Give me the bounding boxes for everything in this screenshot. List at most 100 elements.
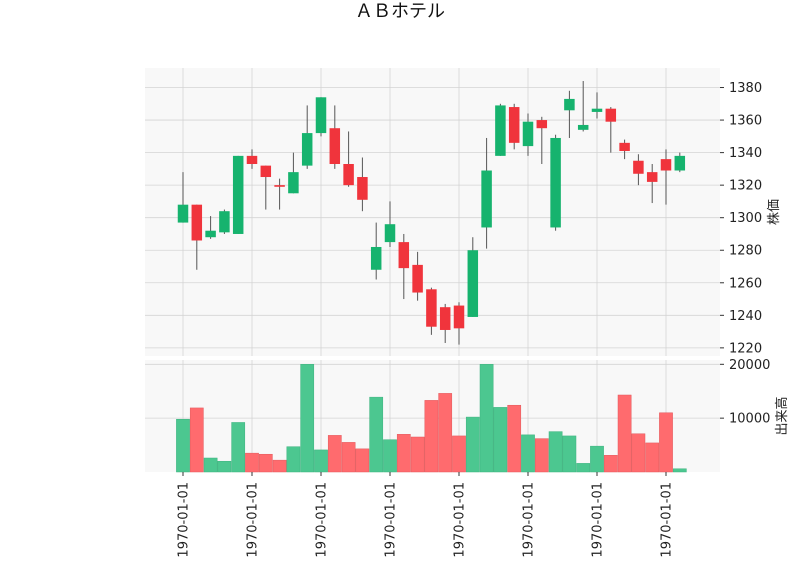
candle-body-down — [398, 242, 410, 269]
volume-bar-down — [272, 459, 287, 473]
volume-bar-down — [355, 448, 370, 473]
volume-bar-up — [479, 364, 494, 473]
candle-body-down — [439, 307, 451, 330]
volume-bars — [176, 364, 687, 473]
volume-bar-up — [231, 422, 246, 473]
price-tick-label: 1280 — [729, 244, 762, 259]
x-tick-label: 1970-01-01 — [384, 482, 399, 558]
volume-bar-up — [562, 435, 577, 473]
volume-bar-down — [659, 412, 673, 473]
price-axis: 1220 1240 1260 1280 1300 1320 1340 1360 1380 — [720, 81, 762, 356]
price-tick-label: 1260 — [729, 276, 762, 291]
candle-body-up — [467, 250, 479, 317]
candle-body-down — [536, 120, 548, 129]
x-tick-label: 1970-01-01 — [660, 482, 675, 558]
candle-body-up — [232, 155, 244, 234]
volume-bar-down — [603, 455, 618, 473]
volume-bar-down — [258, 453, 273, 473]
candle-body-up — [205, 230, 216, 238]
candle-body-down — [260, 165, 272, 178]
candle-body-down — [619, 142, 630, 151]
volume-bar-down — [189, 407, 204, 473]
volume-bar-up — [314, 449, 328, 473]
candle-body-up — [550, 137, 561, 228]
candle-body-down — [274, 185, 285, 187]
candle-body-up — [564, 98, 575, 111]
price-tick-label: 1380 — [729, 81, 762, 96]
volume-bar-up — [203, 457, 218, 473]
price-tick-label: 1340 — [729, 146, 762, 161]
volume-bar-down — [424, 400, 439, 473]
candle-body-up — [591, 108, 603, 112]
volume-bar-up — [383, 439, 397, 473]
volume-bar-up — [521, 434, 535, 473]
candle-body-down — [605, 108, 617, 122]
candle-body-up — [177, 204, 189, 223]
price-axis-title: 株価 — [767, 199, 782, 225]
candle-body-up — [674, 155, 686, 171]
volume-bar-up — [548, 431, 563, 473]
volume-bar-up — [576, 463, 591, 473]
volume-bar-down — [327, 435, 342, 473]
volume-bar-up — [369, 396, 384, 473]
volume-bar-up — [590, 445, 604, 473]
candle-body-down — [329, 128, 341, 164]
candle-body-down — [508, 107, 520, 143]
price-tick-label: 1320 — [729, 179, 762, 194]
volume-tick-label: 20000 — [729, 358, 770, 373]
volume-bar-down — [396, 434, 411, 473]
volume-bar-up — [176, 418, 190, 473]
price-tick-label: 1220 — [729, 341, 762, 356]
volume-tick-label: 10000 — [729, 412, 770, 427]
volume-bar-down — [507, 404, 522, 473]
candle-body-up — [522, 121, 534, 147]
x-tick-label: 1970-01-01 — [315, 482, 330, 558]
volume-bar-down — [534, 438, 549, 473]
x-tick-label: 1970-01-01 — [591, 482, 606, 558]
volume-bar-up — [493, 407, 508, 473]
candle-body-down — [660, 159, 672, 171]
price-candles — [177, 81, 686, 345]
volume-bar-down — [617, 394, 632, 473]
volume-bar-down — [452, 435, 466, 473]
volume-bar-up — [465, 416, 480, 473]
candle-body-up — [288, 172, 299, 194]
candle-body-up — [301, 133, 313, 166]
x-axis: 1970-01-01 1970-01-01 1970-01-01 1970-01-01… — [177, 472, 675, 558]
candle-body-up — [495, 105, 506, 156]
candle-body-down — [343, 164, 354, 186]
volume-bar-up — [286, 446, 301, 473]
price-tick-label: 1300 — [729, 211, 762, 226]
candle-body-down — [357, 177, 368, 200]
x-tick-label: 1970-01-01 — [246, 482, 261, 558]
candle-body-up — [370, 246, 382, 270]
volume-bar-down — [410, 436, 425, 473]
candle-body-down — [646, 172, 658, 182]
chart-title: ＡＢホテル — [355, 1, 445, 22]
candle-body-down — [633, 160, 644, 174]
price-panel: 1220 1240 1260 1280 1300 1320 1340 1360 1380 株価 — [145, 68, 782, 356]
volume-bar-down — [438, 393, 453, 473]
volume-bar-down — [245, 452, 259, 473]
candle-body-down — [191, 204, 203, 241]
volume-bar-up — [672, 468, 687, 473]
volume-bar-up — [217, 460, 232, 473]
candle-body-down — [426, 289, 437, 327]
candle-body-up — [577, 124, 589, 130]
price-tick-label: 1240 — [729, 309, 762, 324]
candle-body-up — [384, 224, 396, 243]
candle-body-down — [453, 305, 465, 329]
price-tick-label: 1360 — [729, 114, 762, 129]
volume-axis-title: 出来高 — [774, 396, 790, 435]
candle-body-down — [246, 155, 258, 164]
volume-bar-down — [645, 442, 660, 473]
candle-body-up — [315, 97, 327, 134]
volume-bar-down — [631, 433, 646, 473]
volume-panel: 10000 20000 出来高 — [145, 358, 790, 473]
x-tick-label: 1970-01-01 — [522, 482, 537, 558]
volume-axis: 10000 20000 — [720, 358, 770, 427]
candle-body-up — [481, 170, 492, 228]
volume-bar-up — [300, 364, 315, 473]
candle-body-down — [412, 264, 423, 293]
